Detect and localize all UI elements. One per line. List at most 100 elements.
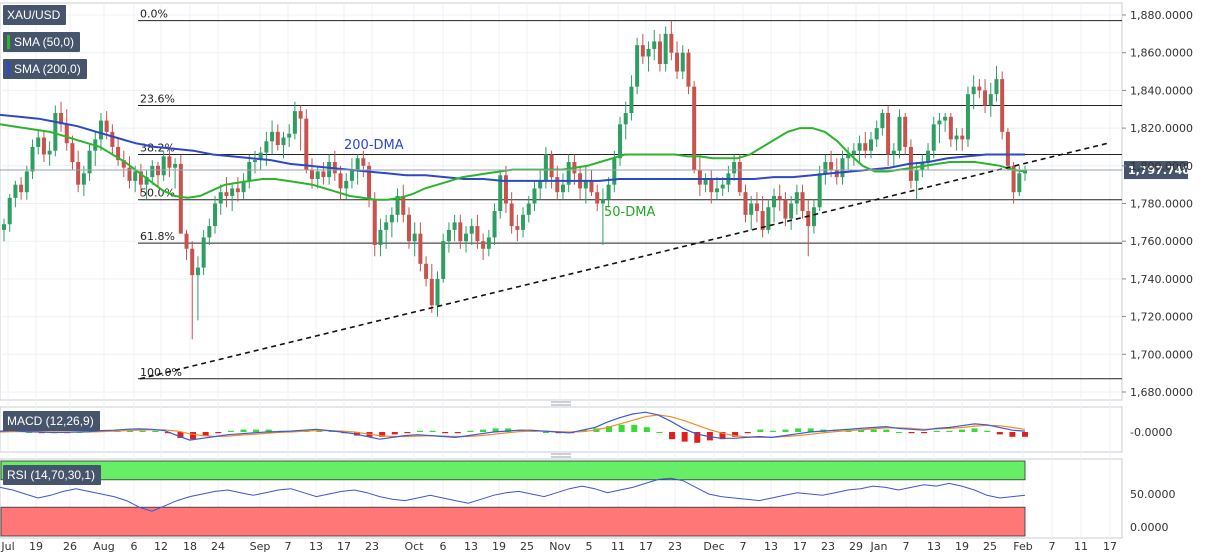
- macd-hist-bar: [606, 426, 613, 432]
- candle-body: [680, 52, 685, 72]
- candle: [150, 160, 155, 185]
- candle: [7, 194, 12, 232]
- panel-resize-handle[interactable]: [551, 401, 571, 406]
- candle-body: [743, 192, 748, 215]
- candle: [766, 199, 771, 234]
- y-tick-label: 1,760.0000: [1130, 235, 1193, 248]
- x-tick-label: 19: [955, 540, 969, 553]
- legend-macd[interactable]: MACD (12,26,9): [3, 411, 100, 431]
- candle: [138, 163, 143, 196]
- candle-body: [874, 128, 879, 140]
- candle: [13, 180, 18, 208]
- candle-body: [81, 173, 86, 185]
- candle: [178, 154, 183, 234]
- candle-body: [241, 180, 246, 193]
- candle-body: [338, 173, 343, 189]
- sma200-line: [0, 113, 1025, 182]
- candle-body: [173, 163, 178, 168]
- candle: [686, 48, 691, 95]
- candle: [714, 177, 719, 200]
- candle-body: [863, 143, 868, 151]
- candle: [886, 105, 891, 166]
- x-tick-label: 23: [821, 540, 835, 553]
- candle-body: [515, 226, 520, 230]
- macd-hist-bar: [858, 429, 865, 432]
- candle: [486, 229, 491, 257]
- candle-body: [298, 111, 303, 119]
- candle-body: [138, 171, 143, 185]
- candle: [680, 45, 685, 80]
- candle-body: [903, 116, 908, 147]
- candle: [600, 188, 605, 245]
- candle-body: [1005, 131, 1010, 166]
- candle: [606, 177, 611, 208]
- candle: [868, 131, 873, 159]
- candle: [161, 150, 166, 181]
- candle-body: [937, 120, 942, 125]
- candle-body: [583, 180, 588, 189]
- price-panel: [0, 2, 1123, 401]
- y-tick-label: 1,780.0000: [1130, 198, 1193, 211]
- candle: [116, 137, 121, 166]
- candle-body: [521, 214, 526, 230]
- candle-body: [640, 45, 645, 57]
- candle-body: [692, 86, 697, 170]
- fib-label: 23.6%: [140, 92, 175, 105]
- legend-rsi[interactable]: RSI (14,70,30,1): [3, 465, 102, 485]
- candle-body: [275, 131, 280, 146]
- candle: [441, 233, 446, 283]
- x-tick-label: 17: [337, 540, 351, 553]
- rsi-overbought-zone: [0, 460, 1026, 481]
- candle-body: [646, 48, 651, 57]
- candle: [458, 214, 463, 249]
- candle: [469, 218, 474, 245]
- candle-body: [121, 160, 126, 168]
- candle-body: [195, 267, 200, 276]
- candle-body: [24, 171, 29, 193]
- candle: [503, 165, 508, 213]
- candle-body: [817, 173, 822, 208]
- candle-body: [954, 135, 959, 140]
- candle-body: [623, 113, 628, 125]
- legend-sma200[interactable]: SMA (200,0): [3, 59, 87, 79]
- x-tick-label: Aug: [93, 540, 114, 553]
- macd-hist-bar: [631, 424, 638, 432]
- candle-body: [435, 278, 440, 306]
- macd-hist-bar: [26, 432, 33, 433]
- candle: [560, 173, 565, 200]
- macd-hist-bar: [694, 432, 701, 443]
- candle: [389, 207, 394, 238]
- candle-body: [270, 131, 275, 142]
- candle-body: [76, 162, 81, 185]
- macd-hist-bar: [240, 429, 247, 432]
- candle: [144, 169, 149, 200]
- candle-body: [247, 162, 252, 181]
- candle-body: [167, 156, 172, 168]
- legend-sma50[interactable]: SMA (50,0): [3, 32, 81, 52]
- candle: [657, 33, 662, 72]
- candle: [241, 173, 246, 200]
- candle-body: [566, 162, 571, 185]
- candle-body: [361, 158, 366, 166]
- macd-hist-bar: [492, 428, 499, 432]
- candle: [937, 113, 942, 144]
- candle: [743, 184, 748, 223]
- panel-resize-handle[interactable]: [551, 453, 571, 458]
- x-tick-label: 12: [154, 540, 168, 553]
- macd-hist-bar: [908, 432, 915, 434]
- candle: [618, 116, 623, 166]
- macd-hist-bar: [391, 432, 398, 435]
- candle-body: [287, 133, 292, 138]
- y-tick-label: 1,880.0000: [1130, 9, 1193, 22]
- candle: [789, 195, 794, 230]
- candle-body: [675, 52, 680, 72]
- candle: [492, 203, 497, 245]
- candle: [846, 146, 851, 170]
- macd-hist-bar: [643, 427, 650, 432]
- candle: [230, 184, 235, 212]
- x-tick-label: 7: [1049, 540, 1056, 553]
- candle: [566, 154, 571, 193]
- candle: [424, 256, 429, 287]
- candle-body: [926, 150, 931, 163]
- legend-symbol[interactable]: XAU/USD: [3, 5, 67, 25]
